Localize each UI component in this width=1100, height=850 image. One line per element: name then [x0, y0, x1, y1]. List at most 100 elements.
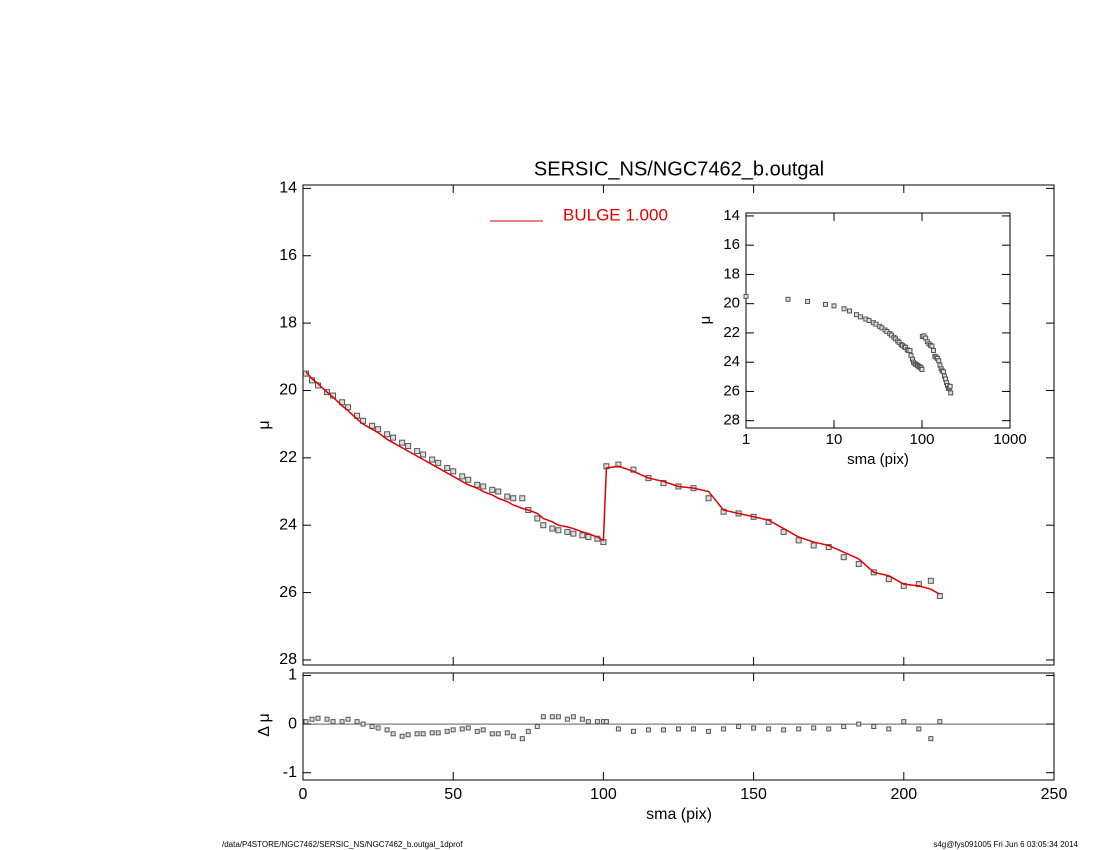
residual-point	[916, 726, 922, 732]
residual-point	[519, 736, 525, 742]
data-point	[885, 576, 892, 583]
residual-point	[330, 719, 336, 725]
residual-point	[781, 727, 787, 733]
residual-point	[585, 719, 591, 725]
residual-point	[444, 728, 450, 734]
data-point	[780, 528, 787, 535]
x-tick-label: 250	[1041, 786, 1068, 803]
residual-point	[414, 731, 420, 737]
data-point	[510, 495, 517, 502]
data-point	[855, 560, 862, 567]
residual-point	[826, 726, 832, 732]
data-point	[405, 443, 412, 450]
x-tick-label: 50	[444, 786, 462, 803]
residual-point	[796, 726, 802, 732]
residual-point	[630, 728, 636, 734]
inset-point	[866, 318, 872, 323]
footer-right: s4g@fys091005 Fri Jun 6 03:05:34 2014	[933, 840, 1078, 849]
inset-point	[947, 383, 953, 389]
residual-point	[399, 733, 405, 739]
residual-point	[450, 727, 456, 733]
y-tick-label: 22	[279, 449, 297, 466]
y-tick-label: 28	[723, 412, 740, 429]
x-axis-label: sma (pix)	[646, 806, 712, 823]
y-tick-label: -1	[283, 764, 297, 781]
y-tick-label: 16	[279, 247, 297, 264]
residual-point	[928, 736, 934, 742]
inset-point	[930, 347, 936, 353]
residual-point	[540, 714, 546, 720]
residual-point	[480, 727, 486, 733]
residual-point	[360, 721, 366, 727]
residual-point	[691, 726, 697, 732]
data-point	[369, 422, 376, 429]
residual-point	[309, 716, 315, 722]
residual-point	[495, 731, 501, 737]
residual-point	[390, 731, 396, 737]
inset-point	[857, 314, 863, 320]
x-tick-label: 1000	[993, 431, 1026, 448]
residual-point	[603, 719, 609, 725]
residual-point	[384, 727, 390, 733]
data-point	[435, 459, 442, 466]
data-point	[579, 532, 586, 539]
y-tick-label: 20	[279, 382, 297, 399]
inset-point	[785, 296, 791, 302]
y-tick-label: 20	[723, 295, 740, 312]
data-point	[480, 483, 487, 490]
residual-point	[369, 724, 375, 729]
residual-point	[354, 719, 360, 725]
inset-point	[919, 366, 925, 372]
y-tick-label: 28	[279, 651, 297, 668]
data-point	[549, 525, 556, 532]
data-point	[564, 528, 571, 535]
inset-point	[853, 312, 859, 318]
data-point	[915, 581, 922, 588]
residual-point	[525, 728, 531, 734]
residual-point	[303, 719, 309, 725]
data-point	[465, 476, 472, 483]
data-point	[615, 461, 622, 468]
y-tick-label: 0	[288, 715, 297, 732]
residual-point	[901, 719, 907, 725]
inset-point	[907, 347, 913, 353]
residual-point	[937, 719, 943, 725]
inset-point	[822, 301, 828, 307]
footer-left: /data/P4STORE/NGC7462/SERSIC_NS/NGC7462_…	[222, 840, 463, 849]
y-tick-label: 18	[723, 265, 740, 282]
residual-point	[570, 714, 576, 720]
y-tick-label: 26	[279, 584, 297, 601]
residual-point	[564, 716, 570, 722]
data-point	[795, 537, 802, 544]
y-tick-label: 24	[279, 516, 297, 533]
inset-point	[936, 358, 942, 364]
residual-point	[871, 724, 877, 729]
data-point	[399, 439, 406, 446]
data-point	[540, 522, 547, 529]
data-point	[474, 481, 481, 488]
data-point	[810, 542, 817, 549]
residual-frame	[302, 672, 1055, 781]
residual-point	[751, 725, 757, 731]
residual-point	[594, 719, 600, 725]
data-point	[384, 431, 391, 438]
data-point	[534, 515, 541, 522]
y-axis-label: μ	[697, 316, 714, 325]
residual-point	[405, 732, 411, 738]
residual-point	[504, 730, 510, 736]
inset-point	[743, 293, 749, 299]
x-tick-label: 100	[590, 786, 617, 803]
x-tick-label: 0	[299, 786, 308, 803]
data-point	[489, 486, 496, 493]
residual-point	[579, 716, 585, 722]
residual-point	[489, 731, 495, 737]
legend-label: BULGE 1.000	[563, 205, 668, 224]
residual-point	[465, 725, 471, 731]
data-point	[375, 426, 382, 433]
data-point	[450, 468, 457, 475]
residual-point	[811, 725, 817, 731]
y-tick-label: 24	[723, 353, 740, 370]
residual-point	[315, 715, 321, 721]
inset-point	[841, 306, 847, 312]
